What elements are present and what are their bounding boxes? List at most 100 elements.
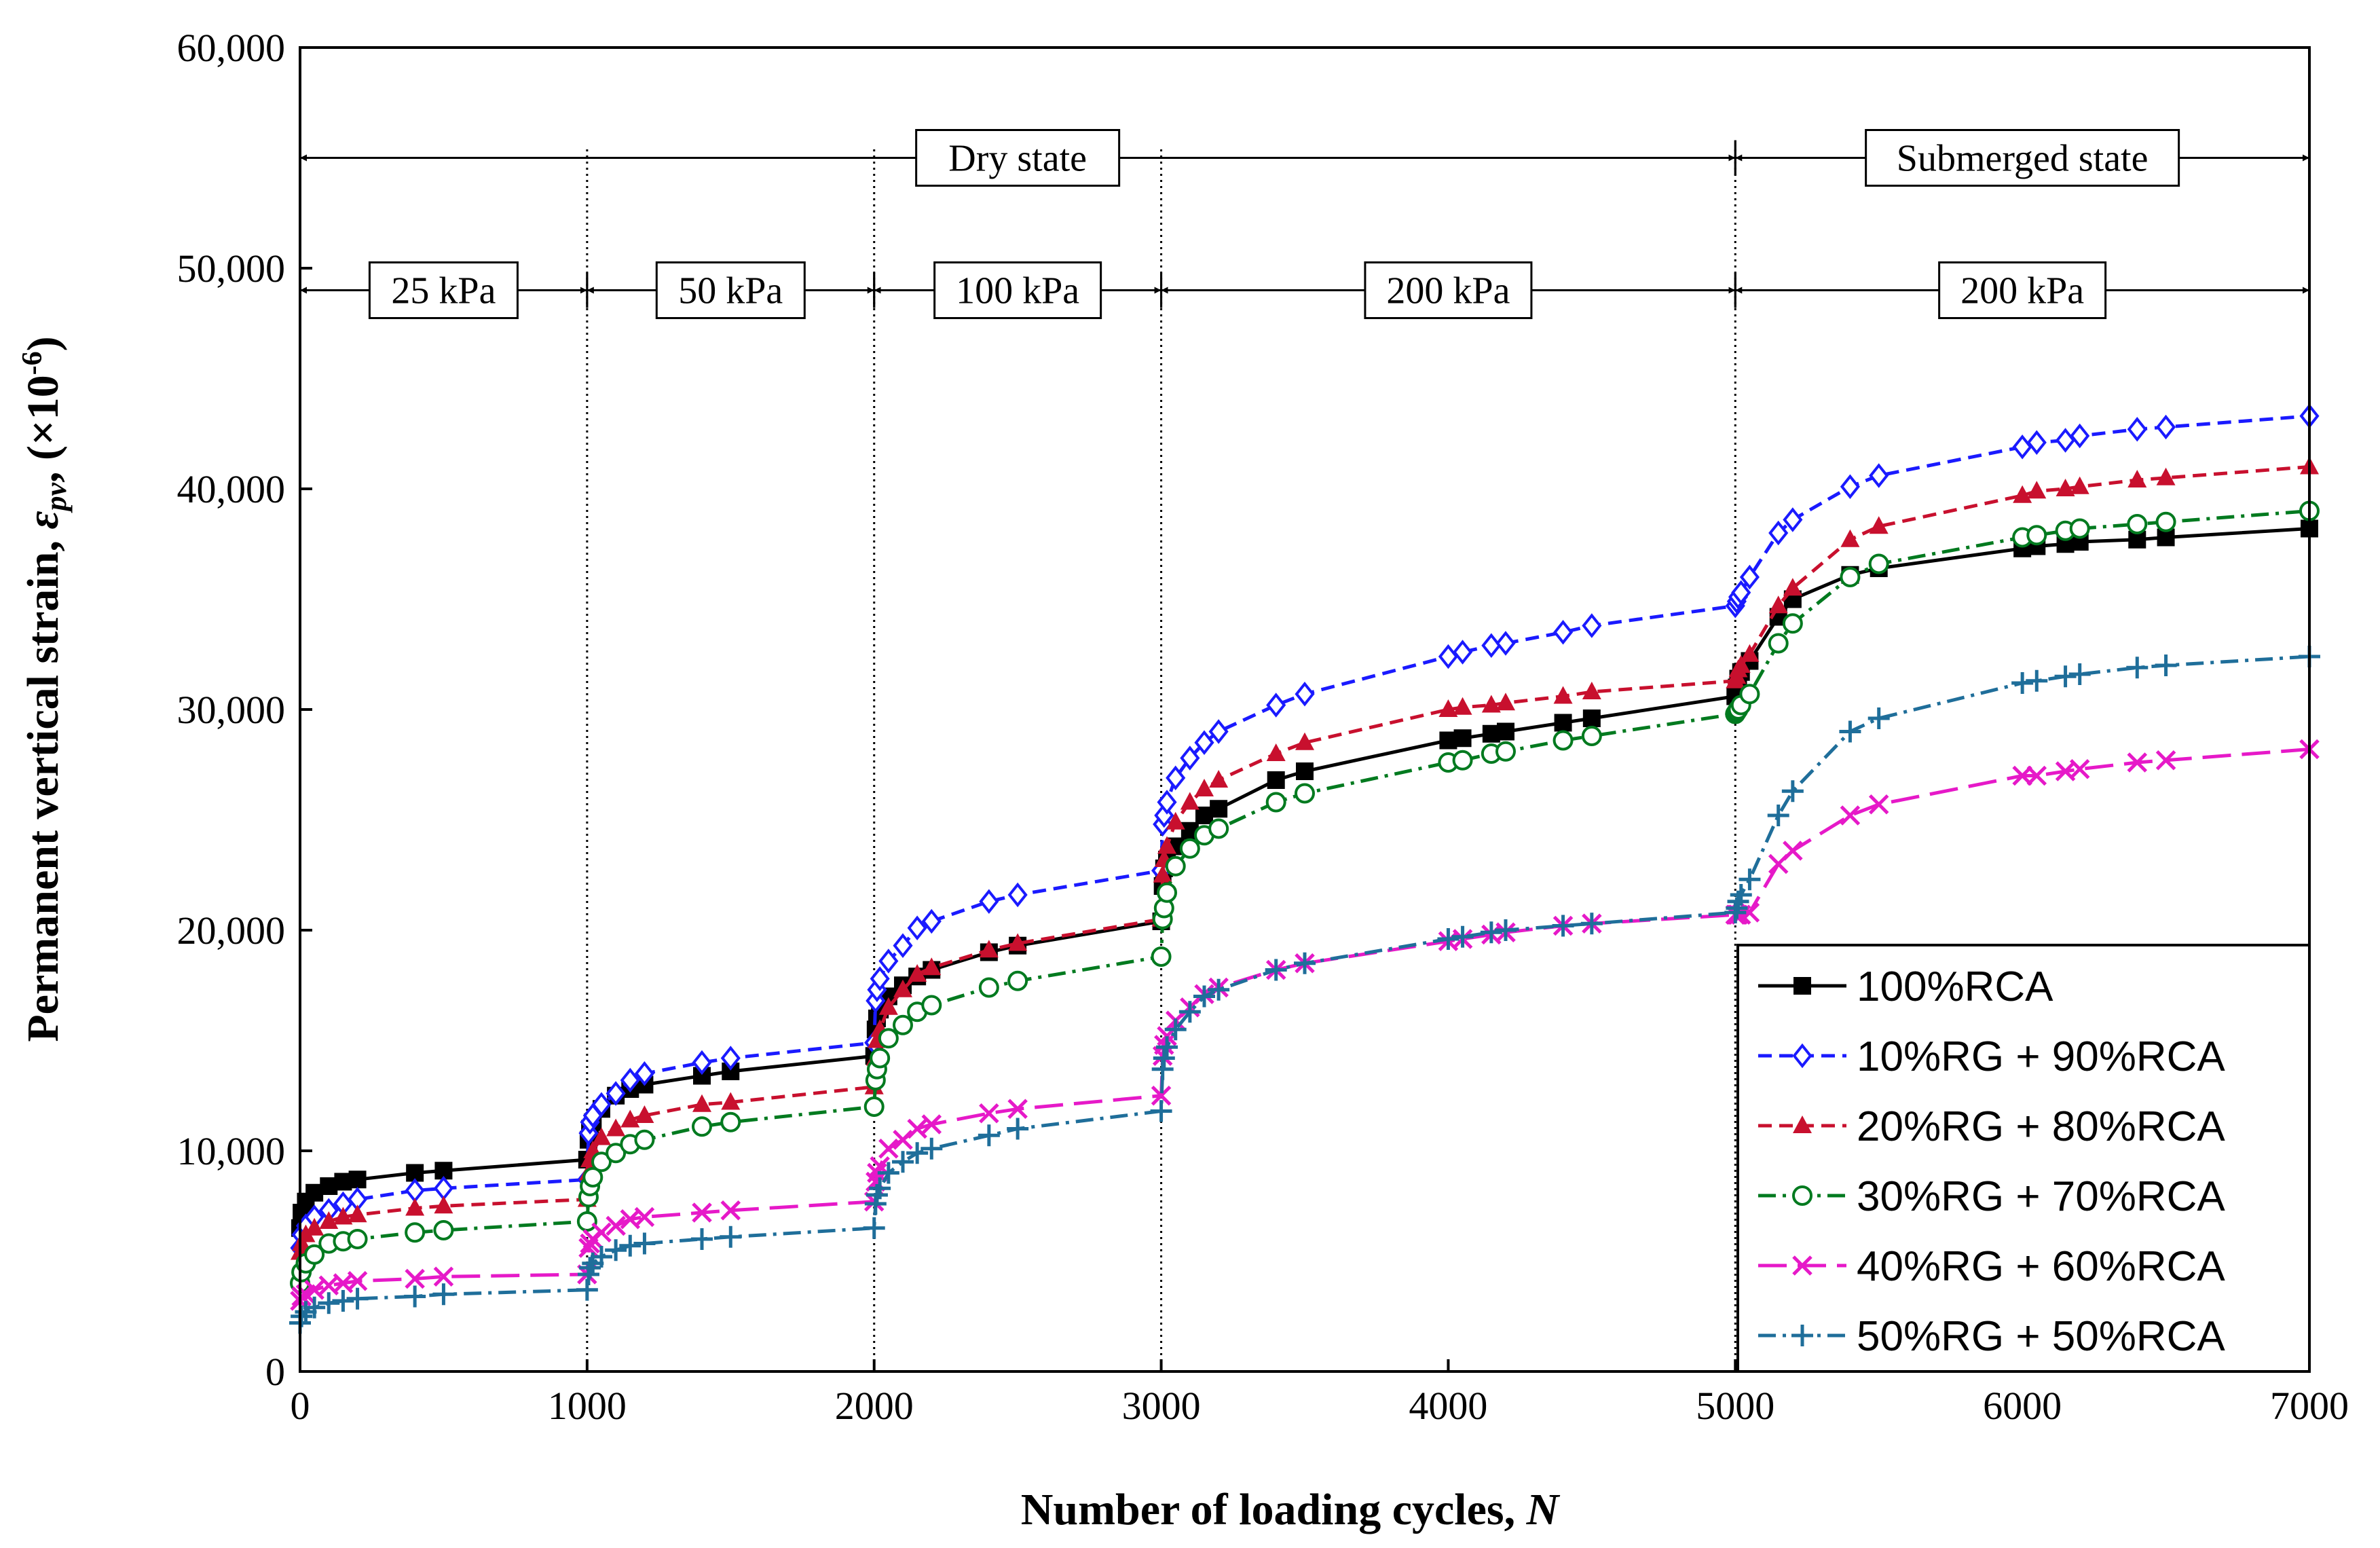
data-point bbox=[1151, 1085, 1172, 1106]
data-point bbox=[591, 1222, 612, 1243]
data-point bbox=[1007, 970, 1028, 991]
data-point bbox=[1438, 699, 1458, 717]
data-point bbox=[1767, 805, 1789, 826]
x-tick-label: 6000 bbox=[1983, 1384, 2062, 1428]
data-point bbox=[2069, 518, 2090, 539]
data-point bbox=[720, 1200, 741, 1221]
annotation-box bbox=[915, 129, 1121, 187]
data-point bbox=[1007, 882, 1028, 908]
data-point bbox=[405, 1222, 426, 1243]
data-point bbox=[1580, 913, 1603, 935]
data-point bbox=[1553, 620, 1574, 645]
data-point bbox=[692, 1202, 712, 1223]
data-point bbox=[2026, 525, 2047, 546]
data-point bbox=[1265, 959, 1287, 981]
data-point bbox=[2070, 476, 2089, 494]
data-point bbox=[633, 1232, 656, 1255]
data-point bbox=[1194, 730, 1214, 755]
data-point bbox=[2054, 665, 2077, 688]
data-point bbox=[2026, 765, 2047, 786]
annotation-box bbox=[933, 261, 1102, 319]
data-point bbox=[348, 1171, 367, 1189]
data-point bbox=[1792, 1043, 1812, 1069]
data-point bbox=[2127, 752, 2148, 773]
data-point bbox=[978, 977, 999, 998]
data-point bbox=[1178, 1001, 1201, 1023]
data-point bbox=[908, 964, 927, 982]
data-point bbox=[863, 1217, 885, 1239]
data-point bbox=[720, 1046, 741, 1071]
data-point bbox=[592, 1127, 611, 1145]
data-point bbox=[1267, 771, 1285, 789]
data-point bbox=[1295, 682, 1315, 707]
data-point bbox=[877, 1162, 899, 1184]
data-point bbox=[1495, 741, 1516, 762]
y-tick-label: 20,000 bbox=[177, 908, 286, 953]
series-2 bbox=[290, 403, 2320, 1261]
data-point bbox=[720, 1111, 741, 1132]
data-point bbox=[1151, 946, 1172, 967]
data-point bbox=[304, 1244, 325, 1265]
data-point bbox=[606, 1118, 626, 1137]
data-point bbox=[1840, 805, 1861, 826]
data-point bbox=[634, 1206, 655, 1228]
data-point bbox=[291, 1305, 313, 1327]
data-point bbox=[2026, 430, 2047, 455]
data-point bbox=[1208, 818, 1229, 839]
data-point bbox=[620, 1109, 640, 1128]
series-layer bbox=[289, 403, 2320, 1334]
legend-item-2: 10%RG + 90%RCA bbox=[1758, 1033, 2225, 1080]
data-point bbox=[907, 1118, 927, 1139]
data-point bbox=[1295, 732, 1314, 750]
data-point bbox=[1153, 864, 1172, 883]
data-point bbox=[606, 1215, 626, 1236]
data-point bbox=[2127, 417, 2147, 442]
data-point bbox=[2127, 470, 2147, 487]
legend-item-1: 100%RCA bbox=[1758, 963, 2053, 1010]
data-point bbox=[1208, 978, 1230, 1001]
annotation-box bbox=[655, 261, 806, 319]
data-point bbox=[1582, 613, 1602, 638]
data-point bbox=[979, 940, 999, 958]
data-point bbox=[1783, 578, 1802, 596]
legend-item-5: 40%RG + 60%RCA bbox=[1758, 1243, 2225, 1290]
data-point bbox=[1437, 928, 1459, 950]
data-point bbox=[605, 1239, 627, 1261]
data-point bbox=[1792, 1255, 1812, 1276]
data-point bbox=[878, 997, 898, 1015]
data-point bbox=[1783, 507, 1803, 532]
data-point bbox=[2056, 479, 2075, 496]
data-point bbox=[2027, 481, 2047, 499]
data-point bbox=[870, 1048, 891, 1069]
data-point bbox=[1582, 710, 1601, 727]
data-point bbox=[1731, 655, 1751, 673]
data-point bbox=[922, 957, 942, 976]
annotation-label: Submerged state bbox=[1897, 138, 2149, 180]
data-point bbox=[1738, 868, 1761, 891]
y-tick-label: 40,000 bbox=[177, 467, 286, 511]
data-point bbox=[1266, 693, 1286, 718]
data-point bbox=[634, 1061, 654, 1086]
data-point bbox=[1554, 714, 1572, 732]
axes: 0 1000 2000 3000 4000 5000 6000 7000 0 10,000 20,0… bbox=[177, 26, 2349, 1428]
data-point bbox=[1840, 529, 1860, 547]
data-point bbox=[1768, 595, 1788, 614]
data-point bbox=[304, 1279, 324, 1300]
data-point bbox=[907, 915, 927, 940]
data-point bbox=[1153, 1047, 1175, 1069]
legend-label: 20%RG + 80%RCA bbox=[1857, 1103, 2225, 1150]
data-point bbox=[878, 1028, 899, 1049]
data-point bbox=[1793, 977, 1811, 995]
data-point bbox=[893, 1014, 913, 1035]
data-point bbox=[1294, 952, 1316, 974]
data-point bbox=[1166, 811, 1185, 830]
data-point bbox=[1731, 580, 1751, 605]
legend-item-4: 30%RG + 70%RCA bbox=[1758, 1173, 2225, 1220]
data-point bbox=[1497, 722, 1514, 741]
y-tick-label: 0 bbox=[265, 1350, 285, 1394]
data-point bbox=[1179, 838, 1200, 859]
data-point bbox=[1157, 836, 1177, 854]
data-point bbox=[2068, 663, 2091, 685]
data-point bbox=[1581, 726, 1602, 746]
data-point bbox=[2070, 423, 2090, 449]
